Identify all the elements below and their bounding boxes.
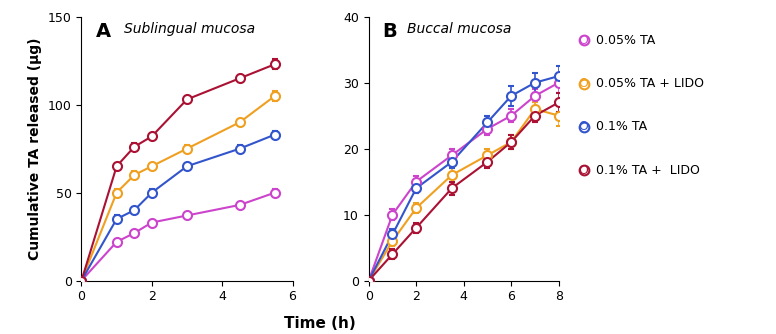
Y-axis label: Cumulative TA released (μg): Cumulative TA released (μg): [29, 37, 43, 260]
Text: Sublingual mucosa: Sublingual mucosa: [123, 22, 255, 36]
Text: O: O: [579, 121, 588, 133]
Text: B: B: [382, 22, 397, 41]
Text: Buccal mucosa: Buccal mucosa: [407, 22, 511, 36]
Text: Time (h): Time (h): [284, 316, 356, 331]
Text: O: O: [579, 34, 588, 46]
Text: 0.05% TA + LIDO: 0.05% TA + LIDO: [596, 77, 704, 90]
Text: O: O: [579, 164, 588, 177]
Text: 0.1% TA +  LIDO: 0.1% TA + LIDO: [596, 164, 700, 177]
Text: 0.1% TA: 0.1% TA: [596, 121, 647, 133]
Text: A: A: [96, 22, 112, 41]
Text: O: O: [579, 77, 588, 90]
Text: 0.05% TA: 0.05% TA: [596, 34, 655, 46]
